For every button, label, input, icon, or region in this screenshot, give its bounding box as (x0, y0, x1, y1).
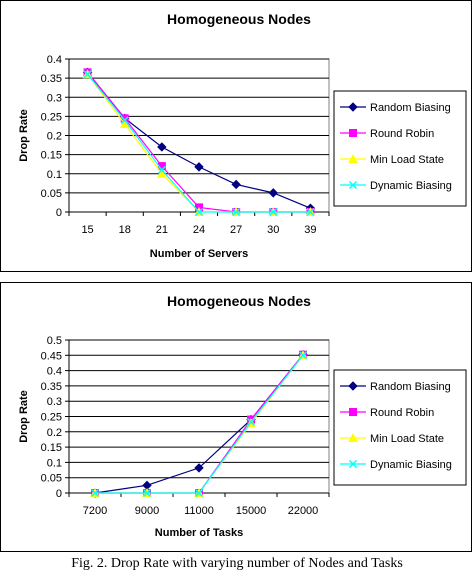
legend-item: Random Biasing (340, 102, 451, 114)
data-point (268, 188, 278, 198)
y-tick-label: 0.35 (41, 73, 62, 85)
legend-item: Dynamic Biasing (340, 459, 452, 471)
y-tick-label: 0.05 (41, 188, 62, 200)
y-tick-label: 0.15 (41, 150, 62, 162)
legend-label: Min Load State (370, 154, 444, 166)
data-point (231, 179, 241, 190)
x-axis-title: Number of Tasks (155, 527, 243, 539)
legend-box (333, 369, 467, 486)
legend-label: Dynamic Biasing (370, 459, 452, 471)
data-point (90, 488, 100, 498)
y-tick-label: 0 (56, 488, 62, 500)
y-tick-label: 0.05 (41, 473, 62, 485)
x-axis-title: Number of Servers (150, 248, 248, 260)
data-point (194, 488, 204, 498)
legend-swatch-marker (348, 459, 358, 469)
legend: Random Biasing Round Robin Min Load State D… (333, 90, 467, 207)
y-tick-label: 0.15 (41, 442, 62, 454)
data-point (306, 207, 315, 217)
legend-swatch-marker (348, 432, 358, 442)
y-tick-label: 0.45 (41, 350, 62, 362)
legend-swatch-marker (348, 102, 358, 112)
legend-item: Random Biasing (340, 381, 451, 393)
data-point (157, 165, 166, 174)
data-point (298, 351, 308, 360)
x-tick-label: 21 (156, 224, 168, 236)
y-tick-label: 0.5 (47, 335, 62, 347)
legend-swatch-marker (348, 180, 358, 190)
data-point (194, 162, 204, 172)
x-tick-label: 9000 (135, 505, 159, 517)
legend-item: Dynamic Biasing (340, 180, 452, 192)
series-dynamic-biasing (83, 70, 315, 217)
data-point (232, 207, 241, 217)
x-tick-label: 39 (304, 224, 316, 236)
y-tick-label: 0.2 (47, 131, 62, 143)
legend-label: Random Biasing (370, 381, 451, 393)
chart-title: Homogeneous Nodes (167, 293, 311, 309)
data-point (120, 116, 129, 125)
y-tick-label: 0.25 (41, 412, 62, 424)
data-point (269, 207, 278, 217)
y-tick-label: 0.4 (47, 366, 62, 378)
legend-swatch-marker (348, 381, 358, 391)
y-tick-label: 0.3 (47, 92, 62, 104)
x-tick-label: 11000 (184, 505, 214, 517)
legend-item: Min Load State (340, 153, 444, 166)
y-tick-label: 0.35 (41, 381, 62, 393)
data-point (83, 70, 92, 79)
y-axis-title: Drop Rate (18, 109, 30, 162)
chart-tasks: Homogeneous Nodes00.050.10.150.20.250.30… (18, 293, 467, 539)
x-tick-label: 27 (230, 224, 242, 236)
chart-title: Homogeneous Nodes (167, 11, 311, 27)
data-point (157, 142, 167, 152)
legend-item: Min Load State (340, 432, 444, 445)
legend-label: Round Robin (370, 128, 434, 140)
legend-label: Round Robin (370, 407, 434, 419)
y-axis-title: Drop Rate (18, 390, 30, 443)
x-axis: 7200 9000 11000 15000 22000 (68, 493, 330, 517)
legend-item: Round Robin (340, 128, 434, 140)
legend-swatch-marker (349, 408, 357, 416)
y-tick-label: 0.1 (47, 169, 62, 181)
y-tick-label: 0.25 (41, 111, 62, 123)
legend-item: Round Robin (340, 407, 434, 419)
legend: Random Biasing Round Robin Min Load State D… (333, 369, 467, 486)
x-tick-label: 22000 (288, 505, 319, 517)
chart-servers: Homogeneous Nodes00.050.10.150.20.250.30… (18, 11, 467, 260)
x-tick-label: 30 (267, 224, 279, 236)
y-tick-label: 0.4 (47, 54, 62, 66)
x-tick-label: 24 (193, 224, 205, 236)
y-axis: 0 0.05 0.1 0.15 0.2 0.25 0.3 0.35 0.4 (41, 54, 329, 219)
x-axis: 15 18 21 24 27 30 39 (68, 212, 330, 236)
data-point (194, 207, 204, 217)
y-tick-label: 0 (56, 207, 62, 219)
legend-label: Dynamic Biasing (370, 180, 452, 192)
y-axis: 0 0.05 0.1 0.15 0.2 0.25 0.3 0.35 0.4 0.45 0.5 (41, 335, 329, 500)
data-point (142, 488, 152, 498)
legend-box (333, 90, 467, 207)
x-tick-label: 7200 (83, 505, 107, 517)
x-tick-label: 15000 (236, 505, 267, 517)
legend-swatch-marker (348, 153, 358, 163)
x-tick-label: 18 (119, 224, 131, 236)
chart-panel-servers: Homogeneous Nodes 0 0.05 0.1 0.15 0.2 0.25 0.3 0… (0, 0, 472, 272)
data-point (246, 417, 256, 427)
y-tick-label: 0.3 (47, 396, 62, 408)
figure-caption: Fig. 2. Drop Rate with varying number of… (71, 556, 403, 571)
series-dynamic-biasing (90, 351, 308, 498)
legend-label: Random Biasing (370, 102, 451, 114)
y-tick-label: 0.2 (47, 427, 62, 439)
legend-swatch-marker (349, 129, 357, 137)
data-point (157, 168, 167, 178)
data-point (194, 463, 204, 473)
legend-label: Min Load State (370, 433, 444, 445)
y-tick-label: 0.1 (47, 457, 62, 469)
x-tick-label: 15 (81, 224, 93, 236)
chart-panel-tasks: Homogeneous Nodes 0 0.05 0.1 0.15 0.2 0.25 0.3 0… (0, 282, 472, 552)
